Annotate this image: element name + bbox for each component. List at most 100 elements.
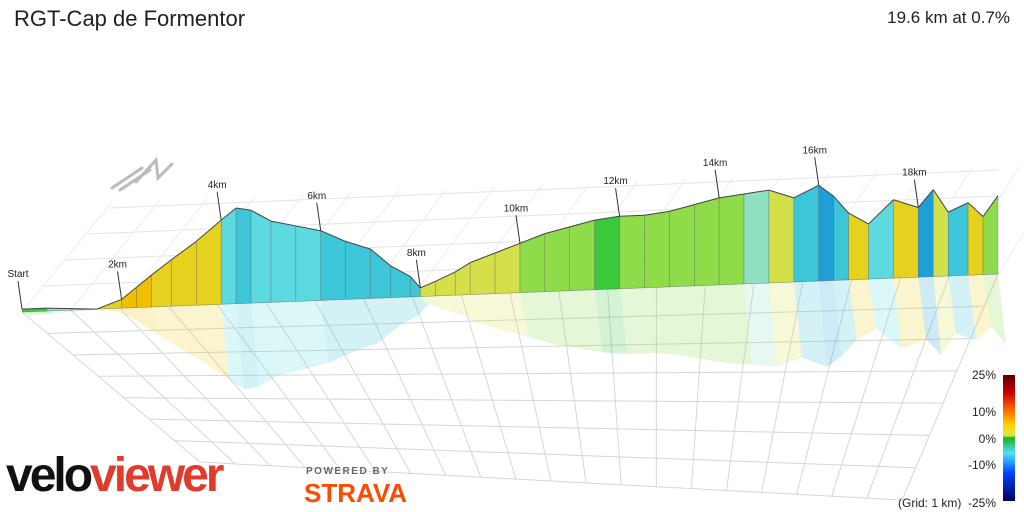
profile-top-edge [494, 242, 521, 254]
profile-top-edge [21, 307, 47, 310]
profile-reflection-segment [719, 283, 753, 365]
profile-top-edge [270, 220, 296, 227]
distance-marker-label: Start [7, 269, 28, 280]
profile-top-edge [793, 184, 819, 199]
profile-reflection-segment [221, 303, 245, 390]
distance-marker-line [415, 259, 421, 288]
grid-line-back-col [411, 186, 495, 298]
profile-segment [893, 199, 919, 279]
profile-reflection-segment [71, 309, 105, 312]
grid-line-col [726, 283, 755, 491]
distance-marker-line [714, 169, 720, 198]
profile-top-edge [569, 219, 595, 228]
profile-top-edge [236, 207, 252, 211]
grid-line-col [607, 289, 622, 485]
grid-line-col [265, 302, 376, 472]
profile-reflection-segment [370, 297, 399, 343]
profile-reflection-segment [569, 289, 603, 353]
distance-marker-line [316, 202, 322, 231]
profile-segment [768, 189, 794, 284]
strava-logo: STRAVA [304, 478, 408, 508]
distance-marker-line [615, 188, 621, 217]
distance-marker-label: 18km [902, 168, 926, 179]
distance-marker-line [913, 179, 919, 208]
legend-label-0: 0% [978, 432, 996, 446]
legend-label-25: 25% [971, 368, 996, 382]
profile-top-edge [454, 262, 471, 273]
profile-reflection-segment [744, 282, 777, 367]
grid-line-col [168, 305, 306, 469]
profile-top-edge [370, 248, 391, 267]
grid-line-col [901, 273, 999, 501]
profile-reflection-segment [251, 302, 279, 387]
distance-marker-label: 8km [407, 248, 426, 259]
profile-top-edge [669, 204, 695, 212]
profile-reflection-segment [495, 292, 528, 337]
page-title: RGT-Cap de Formentor [14, 6, 246, 31]
grid-line-back-col [21, 201, 113, 313]
profile-top-edge [594, 215, 620, 221]
veloviewer-logo: veloviewer [6, 449, 224, 502]
profile-top-edge [345, 240, 371, 250]
legend-label-10: 10% [971, 405, 996, 419]
distance-marker-label: 16km [803, 145, 827, 156]
profile-top-edge [694, 197, 720, 206]
profile-segment [470, 252, 496, 295]
profile-reflection-segment [196, 304, 230, 380]
profile-reflection-segment [420, 295, 444, 309]
profile-reflection-segment [968, 274, 992, 341]
profile-segment [743, 189, 770, 285]
profile-segment [933, 189, 949, 277]
profile-segment [644, 211, 670, 288]
distance-marker-line [117, 271, 123, 300]
profile-segment [848, 212, 869, 280]
profile-segment [320, 230, 346, 301]
profile-top-edge [833, 195, 849, 214]
profile-reflection-segment [435, 295, 464, 317]
profile-reflection-segment [694, 284, 728, 364]
profile-top-edge [171, 241, 197, 261]
profile-reflection-segment [22, 311, 55, 315]
profile-top-edge [295, 225, 321, 232]
profile-segment [694, 197, 720, 286]
profile-reflection-segment [236, 303, 260, 390]
profile-top-edge [469, 252, 496, 264]
grid-line-col [509, 292, 552, 482]
profile-reflection-segment [644, 286, 678, 355]
profile-reflection [22, 274, 1006, 390]
profile-segment [569, 219, 595, 291]
profile-segment [918, 189, 934, 278]
profile-segment [669, 204, 695, 287]
profile-reflection-segment [270, 301, 304, 376]
grid-line-col [690, 285, 706, 489]
profile-segment [345, 241, 371, 300]
profile-top-edge [719, 193, 745, 199]
profile-segment [619, 215, 645, 289]
profile-segment [270, 220, 297, 303]
profile-reflection-segment [918, 276, 942, 355]
profile-top-edge [868, 199, 894, 225]
powered-by-label: POWERED BY [306, 466, 390, 477]
profile-segment [221, 207, 237, 305]
profile-reflection-segment [470, 293, 504, 331]
profile-top-edge [151, 259, 172, 276]
profile-top-edge [917, 189, 934, 208]
profile-top-edge [768, 189, 794, 199]
profile-reflection-segment [320, 299, 354, 364]
profile-top-edge [982, 195, 999, 217]
profile-top-edge [619, 214, 645, 217]
profile-top-edge [136, 274, 152, 288]
grid-line-back-row [109, 169, 999, 209]
distance-marker-line [17, 281, 23, 310]
profile-segment [833, 195, 849, 281]
profile-segment [435, 271, 456, 297]
profile-segment [235, 207, 252, 304]
profile-reflection-segment [544, 290, 578, 349]
distance-marker-label: 10km [504, 203, 528, 214]
grid-line-col [866, 275, 950, 499]
profile-top-edge [121, 286, 137, 300]
profile-segment [718, 193, 745, 286]
distance-marker-line [216, 192, 222, 221]
profile-reflection-segment [151, 306, 180, 348]
profile-reflection-segment [619, 287, 653, 354]
